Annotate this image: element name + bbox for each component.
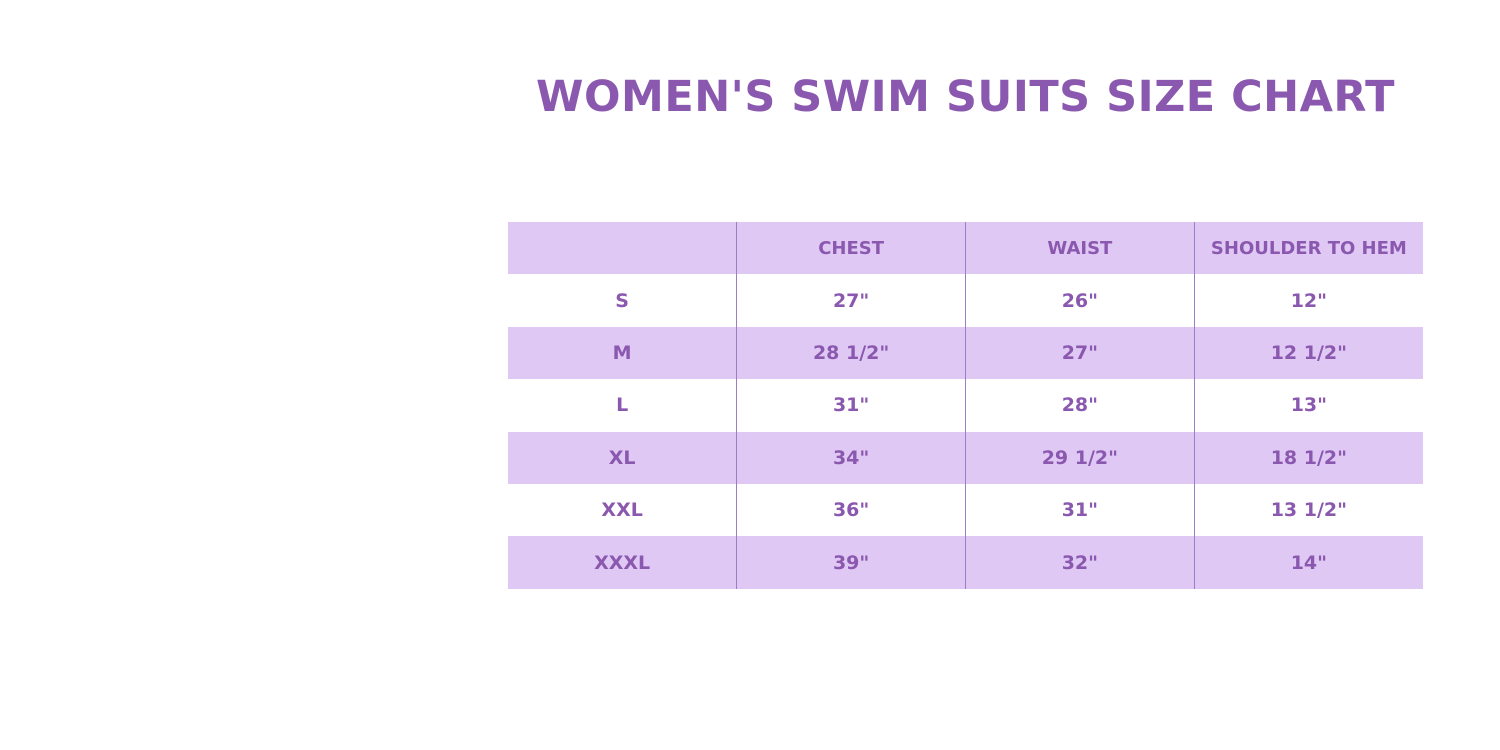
measure-cell: 31"	[736, 379, 966, 432]
measure-cell: 13"	[1193, 379, 1423, 432]
size-cell: M	[612, 341, 632, 364]
measure-cell: 14"	[1193, 536, 1423, 589]
measure-cell: 32"	[965, 536, 1195, 589]
measure-cell: 34"	[736, 431, 966, 484]
table-row: XXXL 39" 32" 14"	[508, 536, 1423, 589]
measure-cell: 18 1/2"	[1193, 431, 1423, 484]
table-row: M 28 1/2" 27" 12 1/2"	[508, 326, 1423, 380]
size-cell: XXL	[601, 499, 643, 522]
table-row: S 27" 26" 12"	[508, 274, 1423, 327]
measure-cell: 12"	[1193, 274, 1423, 327]
table-row: L 31" 28" 13"	[508, 379, 1423, 432]
measure-cell: 27"	[736, 274, 966, 327]
measure-cell: 39"	[736, 536, 966, 589]
measure-cell: 28"	[965, 379, 1195, 432]
measure-cell: 28 1/2"	[736, 326, 966, 380]
column-header: CHEST	[736, 222, 966, 275]
measure-cell: 27"	[965, 326, 1195, 380]
table-row: XL 34" 29 1/2" 18 1/2"	[508, 431, 1423, 484]
size-cell: S	[615, 289, 629, 312]
table-body: S 27" 26" 12" M 28 1/2" 27" 12 1/2" L 31" 28" 13" XL…	[508, 274, 1423, 589]
measure-cell: 26"	[965, 274, 1195, 327]
measure-cell: 31"	[965, 483, 1195, 537]
title: WOMEN'S SWIM SUITS SIZE CHART	[536, 72, 1395, 122]
table-row: XXL 36" 31" 13 1/2"	[508, 483, 1423, 537]
size-cell: XL	[608, 446, 636, 469]
corner-cell	[508, 222, 737, 274]
measure-cell: 36"	[736, 483, 966, 537]
column-header: WAIST	[965, 222, 1195, 275]
header-row: CHEST WAIST SHOULDER TO HEM	[508, 222, 1423, 275]
measure-cell: 29 1/2"	[965, 431, 1195, 484]
size-cell: L	[616, 394, 629, 417]
size-table: CHEST WAIST SHOULDER TO HEM S 27" 26" 12" M 28 …	[508, 222, 1423, 589]
size-cell: XXXL	[594, 551, 651, 574]
column-header: SHOULDER TO HEM	[1193, 222, 1423, 275]
measure-cell: 13 1/2"	[1193, 483, 1423, 537]
measure-cell: 12 1/2"	[1193, 326, 1423, 380]
